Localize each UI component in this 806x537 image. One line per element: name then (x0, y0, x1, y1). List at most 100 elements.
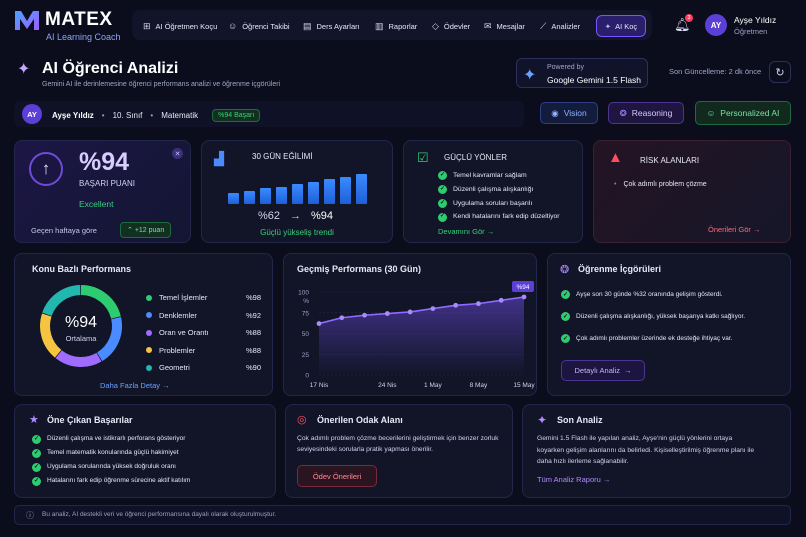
topic-value: %98 (245, 293, 261, 303)
achievements-title: Öne Çıkan Başarılar (47, 415, 133, 425)
reasoning-button[interactable]: ❂ Reasoning (608, 102, 684, 124)
data-point (384, 311, 390, 316)
student-avatar: AY (22, 104, 42, 124)
student-bar (14, 101, 524, 127)
trend-chart-icon: ▟ (214, 151, 224, 166)
risks-title: RİSK ALANLARI (640, 156, 700, 165)
data-point (339, 315, 345, 321)
notification-button[interactable]: 🔔︎ 3 (674, 14, 693, 33)
y-tick-label: 0 (305, 373, 309, 380)
separator: • (101, 111, 105, 120)
link-label: Tüm Analiz Raporu (537, 475, 601, 484)
insight-text: Ayşe son 30 günde %32 oranında gelişim g… (576, 291, 723, 298)
vision-button[interactable]: ◉ Vision (540, 102, 598, 124)
strength-item: ✓ Temel kavramlar sağlam (438, 169, 560, 183)
user-name: Ayşe Yıldız (734, 14, 777, 25)
donut-center-label: Ortalama (65, 334, 97, 343)
user-icon: ☺ (228, 21, 238, 31)
arrow-right-icon: → (623, 366, 632, 375)
topic-value: %88 (245, 345, 261, 355)
check-icon: ✓ (438, 198, 447, 208)
history-line-chart: 0 25 50 75 100% 17 Nis 24 Nis 1 May 8 May 15 May%… (298, 280, 535, 389)
x-tick-label: 1 May (424, 382, 442, 389)
focus-title: Önerilen Odak Alanı (317, 415, 403, 425)
area-fill (319, 296, 524, 375)
risk-text: Çok adımlı problem çözme (623, 181, 707, 188)
achievement-text: Uygulama sorularında yüksek doğruluk ora… (47, 463, 176, 470)
trend-from: %62 (258, 210, 281, 222)
topic-value: %92 (245, 310, 261, 320)
nav-item-ai-ogretmen-kocu[interactable]: ⊞ AI Öğretmen Koçu (143, 21, 217, 32)
info-icon: ⓘ (26, 511, 34, 520)
focus-text: Çok adımlı problem çözme becerilerini ge… (297, 435, 499, 453)
strength-item: ✓ Düzenli çalışma alışkanlığı (438, 183, 560, 197)
check-icon: ✓ (438, 185, 447, 195)
check-icon: ✓ (438, 171, 447, 181)
personalized-ai-button[interactable]: ☺ Personalized AI (695, 101, 791, 125)
risks-link[interactable]: Önerileri Gör → (708, 225, 761, 234)
detailed-analysis-button[interactable]: Detaylı Analiz → (561, 360, 645, 381)
user-role: Öğretmen (734, 26, 768, 36)
trend-bar (228, 192, 239, 204)
nav-label: Mesajlar (496, 22, 525, 31)
link-label: Önerileri Gör (708, 225, 751, 234)
nav-item-odevler[interactable]: ◇ Ödevler (432, 21, 470, 32)
document-icon: ▤ (303, 21, 312, 31)
chart-title: Geçmiş Performans (30 Gün) (297, 264, 422, 274)
trend-title: 30 GÜN EĞİLİMİ (252, 152, 313, 161)
topics-title: Konu Bazlı Performans (32, 264, 132, 274)
trend-bar (292, 184, 303, 204)
student-name: Ayşe Yıldız (52, 111, 94, 120)
topic-label: Oran ve Orantı (159, 328, 209, 338)
trend-bar (260, 188, 271, 204)
series-line (318, 296, 525, 325)
separator: • (150, 111, 154, 120)
bar-chart-icon: ▥ (375, 21, 384, 31)
nav-item-ogrenci-takibi[interactable]: ☺ Öğrenci Takibi (228, 21, 290, 31)
legend-dot (146, 329, 152, 336)
y-tick-label: 25 (302, 352, 310, 359)
refresh-button[interactable]: ↻ (769, 61, 791, 83)
score-label: BAŞARI PUANI (79, 179, 136, 188)
data-point (498, 297, 504, 303)
check-icon: ✓ (32, 476, 41, 486)
nav-label: Raporlar (388, 22, 418, 31)
chat-plus-icon: ⊞ (143, 21, 151, 31)
user-menu[interactable]: AY Ayşe Yıldız Öğretmen (705, 14, 776, 36)
strengths-link[interactable]: Devamını Gör → (438, 227, 494, 236)
strength-text: Uygulama soruları başarılı (453, 199, 533, 207)
donut-center-value: %94 (64, 314, 98, 331)
topics-link[interactable]: Daha Fazla Detay → (100, 381, 170, 390)
topic-row: Oran ve Orantı %88 (146, 324, 261, 342)
trend-bar (276, 186, 287, 204)
data-point (362, 312, 367, 318)
nav-bar (132, 10, 652, 40)
nav-item-ders-ayarlari[interactable]: ▤ Ders Ayarları (303, 21, 360, 32)
page-title: AI Öğrenci Analizi (42, 60, 179, 77)
strengths-card: ☑ GÜÇLÜ YÖNLER ✓ Temel kavramlar sağlam ✓… (403, 140, 583, 243)
logo[interactable]: MATEX (14, 9, 113, 31)
nav-item-mesajlar[interactable]: ✉ Mesajlar (484, 21, 525, 32)
data-point (316, 321, 322, 326)
topic-label: Geometri (159, 363, 190, 373)
topic-label: Problemler (159, 345, 196, 355)
nav-item-raporlar[interactable]: ▥ Raporlar (375, 21, 417, 32)
warning-icon: ▲ (608, 149, 623, 166)
annotation-label: %94 (516, 284, 529, 291)
insights-title: Öğrenme İçgörüleri (578, 264, 662, 274)
sparkle-icon: ✦ (537, 413, 548, 427)
matex-logo-icon (15, 11, 39, 30)
homework-suggestions-button[interactable]: Ödev Önerileri (297, 465, 377, 487)
avatar: AY (705, 14, 727, 36)
nav-item-analizler[interactable]: ⟋ Analizler (540, 21, 580, 32)
nav-label: AI Öğretmen Koçu (155, 22, 218, 31)
topic-value: %90 (245, 363, 261, 373)
full-report-link[interactable]: Tüm Analiz Raporu → (537, 475, 610, 484)
shield-icon: ◇ (432, 21, 439, 31)
close-icon[interactable]: ✕ (172, 148, 183, 159)
legend-dot (146, 312, 152, 319)
trend-bar (308, 181, 319, 204)
nav-item-ai-koc[interactable]: ✦ AI Koç (596, 15, 646, 37)
arrow-right-icon: → (486, 227, 495, 236)
eye-icon: ◉ (551, 107, 559, 118)
